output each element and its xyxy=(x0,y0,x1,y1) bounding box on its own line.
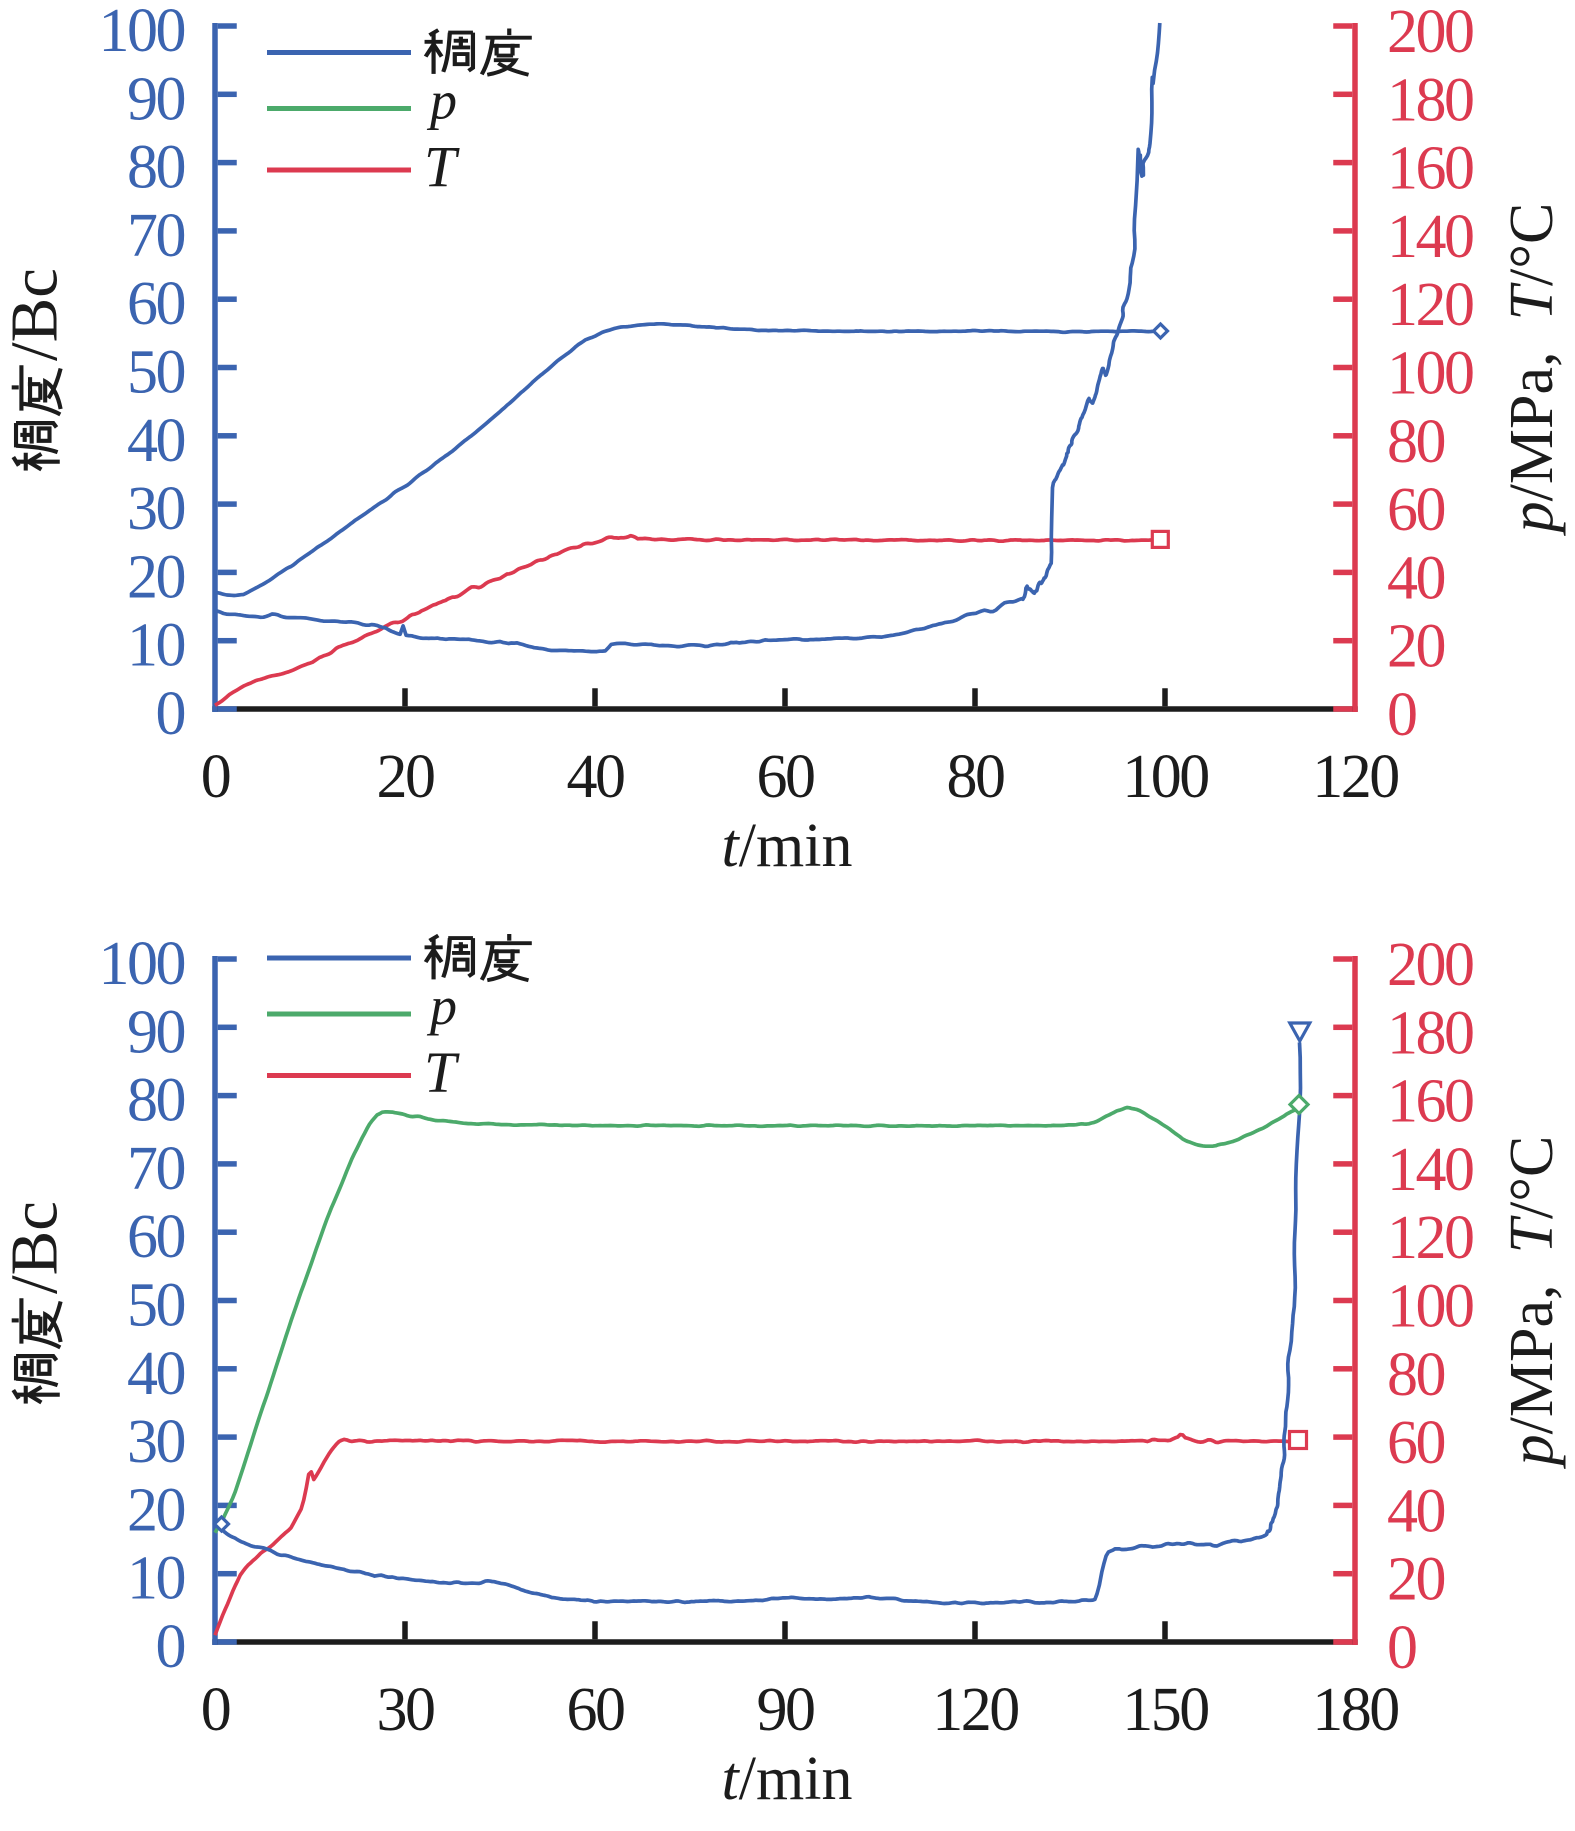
svg-text:0: 0 xyxy=(156,1613,185,1681)
svg-text:20: 20 xyxy=(377,743,435,811)
svg-text:90: 90 xyxy=(757,1676,815,1744)
svg-text:100: 100 xyxy=(1387,340,1473,408)
svg-text:60: 60 xyxy=(567,1676,625,1744)
svg-text:20: 20 xyxy=(127,543,185,611)
svg-text:30: 30 xyxy=(127,1408,185,1476)
svg-text:T: T xyxy=(424,1040,460,1105)
svg-text:70: 70 xyxy=(127,1135,185,1203)
svg-text:20: 20 xyxy=(127,1476,185,1544)
svg-text:90: 90 xyxy=(127,998,185,1066)
svg-text:T: T xyxy=(424,135,460,200)
svg-text:60: 60 xyxy=(127,270,185,338)
svg-text:p/MPa, T/°C: p/MPa, T/°C xyxy=(1498,203,1566,537)
svg-text:10: 10 xyxy=(127,612,185,680)
svg-text:80: 80 xyxy=(947,743,1005,811)
svg-text:100: 100 xyxy=(99,930,185,998)
svg-text:0: 0 xyxy=(201,743,230,811)
svg-text:0: 0 xyxy=(1387,1614,1416,1682)
svg-text:80: 80 xyxy=(127,1067,185,1135)
svg-text:120: 120 xyxy=(932,1676,1018,1744)
svg-text:80: 80 xyxy=(1387,408,1445,476)
svg-text:120: 120 xyxy=(1312,743,1398,811)
svg-text:30: 30 xyxy=(377,1676,435,1744)
svg-text:80: 80 xyxy=(127,134,185,202)
svg-text:p: p xyxy=(426,71,457,131)
svg-text:180: 180 xyxy=(1312,1676,1398,1744)
svg-text:40: 40 xyxy=(127,407,185,475)
svg-text:0: 0 xyxy=(201,1676,230,1744)
svg-text:60: 60 xyxy=(1387,1409,1445,1477)
svg-text:70: 70 xyxy=(127,202,185,270)
svg-text:60: 60 xyxy=(757,743,815,811)
svg-text:200: 200 xyxy=(1387,0,1473,66)
svg-text:40: 40 xyxy=(1387,1477,1445,1545)
svg-text:/Bc: /Bc xyxy=(0,1201,72,1294)
svg-text:20: 20 xyxy=(1387,1546,1445,1614)
svg-text:60: 60 xyxy=(1387,476,1445,544)
svg-text:80: 80 xyxy=(1387,1341,1445,1409)
svg-text:90: 90 xyxy=(127,65,185,133)
svg-text:t/min: t/min xyxy=(722,812,853,880)
svg-text:/Bc: /Bc xyxy=(0,268,72,361)
svg-text:0: 0 xyxy=(1387,681,1416,749)
svg-text:180: 180 xyxy=(1387,999,1473,1067)
svg-text:t/min: t/min xyxy=(722,1745,853,1813)
svg-text:50: 50 xyxy=(127,1272,185,1340)
svg-text:40: 40 xyxy=(567,743,625,811)
svg-text:100: 100 xyxy=(1387,1273,1473,1341)
svg-text:50: 50 xyxy=(127,339,185,407)
svg-text:20: 20 xyxy=(1387,613,1445,681)
svg-text:10: 10 xyxy=(127,1545,185,1613)
svg-text:150: 150 xyxy=(1122,1676,1208,1744)
svg-text:160: 160 xyxy=(1387,1068,1473,1136)
svg-text:160: 160 xyxy=(1387,135,1473,203)
svg-text:40: 40 xyxy=(1387,544,1445,612)
svg-text:180: 180 xyxy=(1387,66,1473,134)
svg-text:60: 60 xyxy=(127,1203,185,1271)
svg-text:120: 120 xyxy=(1387,271,1473,339)
svg-text:120: 120 xyxy=(1387,1204,1473,1272)
svg-text:140: 140 xyxy=(1387,1136,1473,1204)
svg-text:40: 40 xyxy=(127,1340,185,1408)
svg-text:140: 140 xyxy=(1387,203,1473,271)
svg-text:100: 100 xyxy=(99,0,185,65)
svg-text:30: 30 xyxy=(127,475,185,543)
svg-text:p/MPa, T/°C: p/MPa, T/°C xyxy=(1498,1136,1566,1470)
svg-text:200: 200 xyxy=(1387,931,1473,999)
svg-text:p: p xyxy=(426,976,457,1036)
svg-text:100: 100 xyxy=(1122,743,1208,811)
svg-text:0: 0 xyxy=(156,680,185,748)
